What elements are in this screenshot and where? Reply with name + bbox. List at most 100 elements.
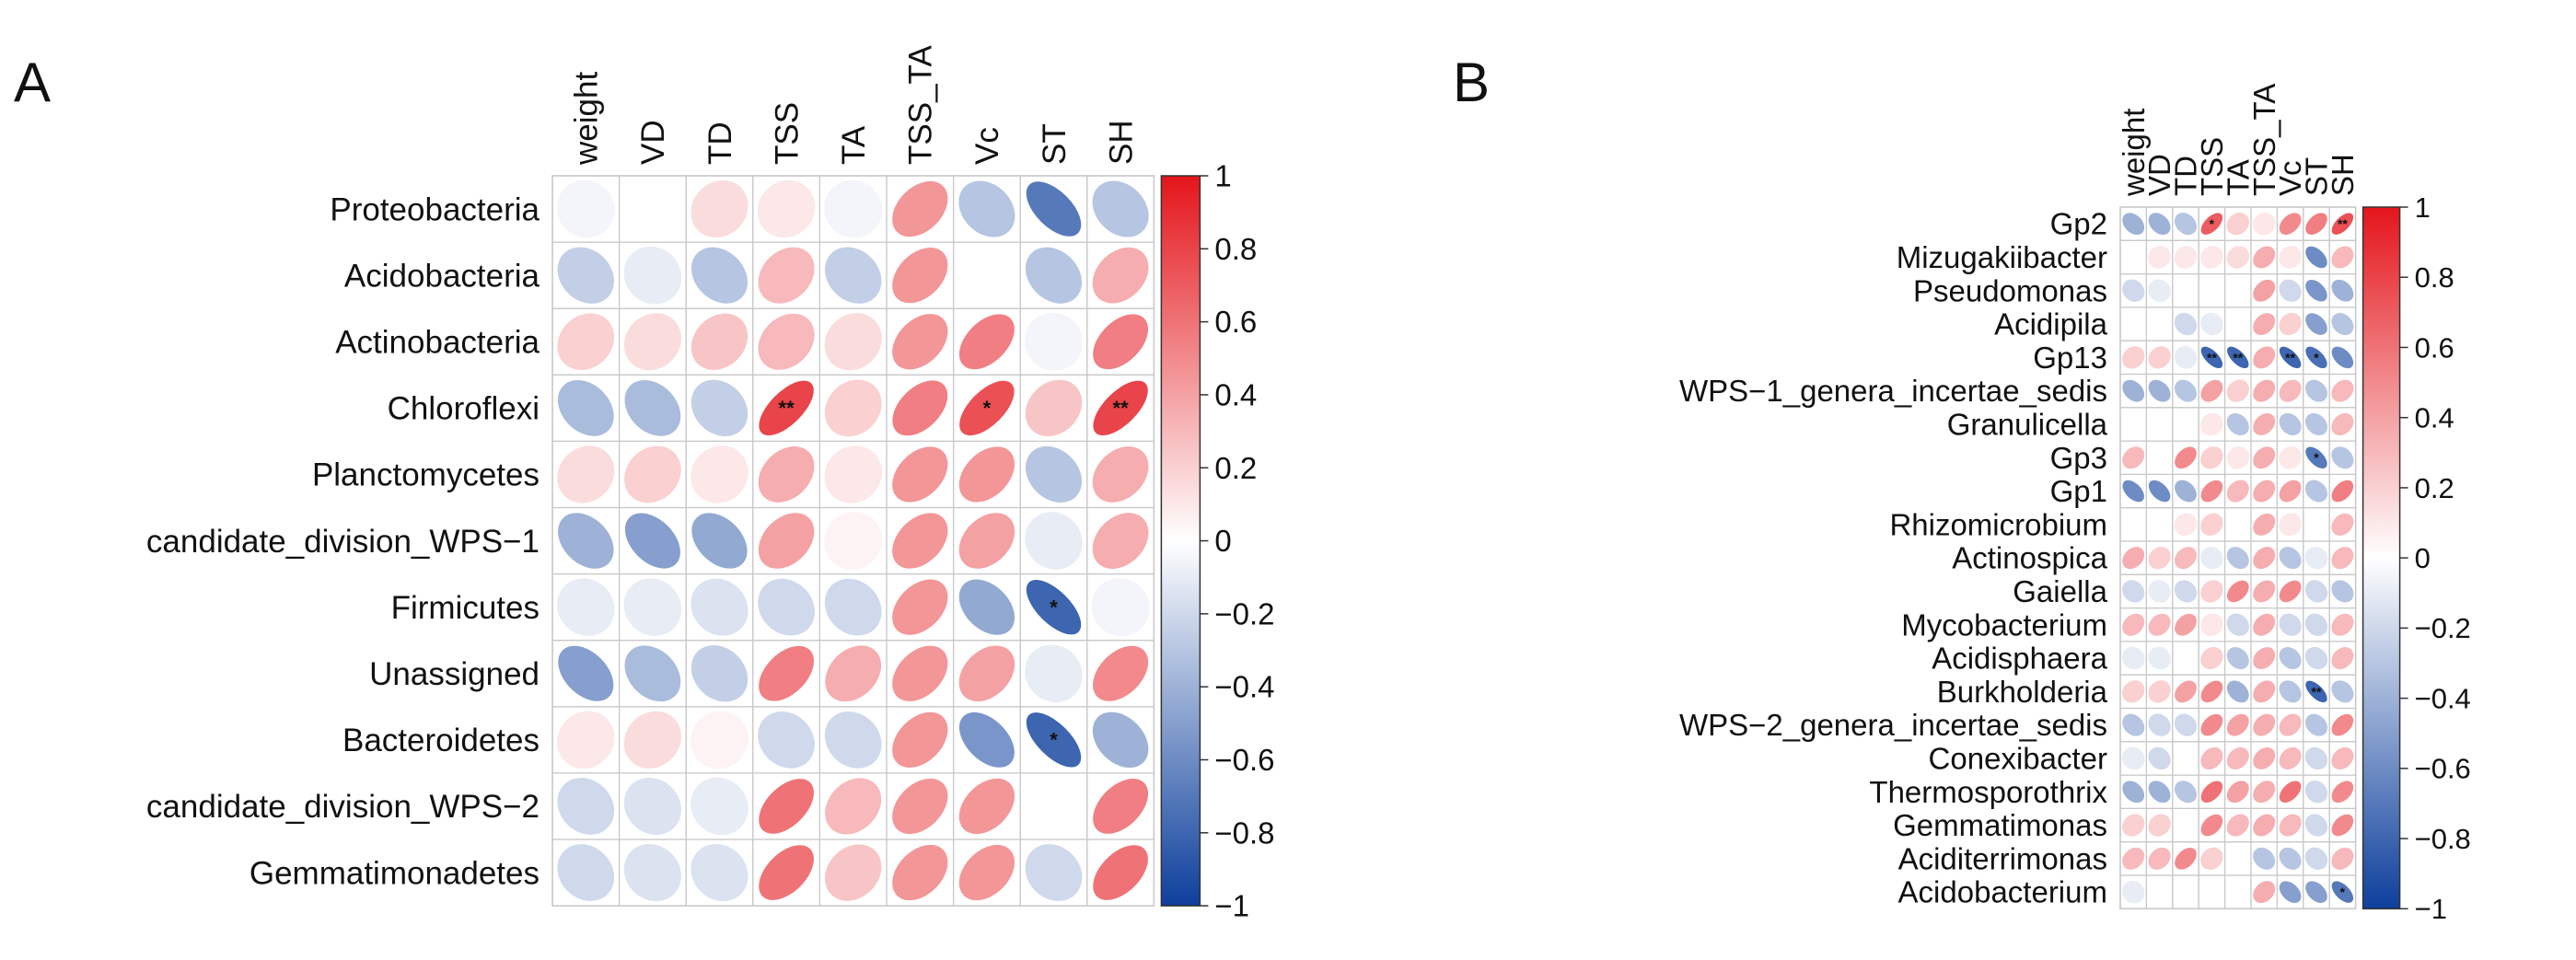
panel-b-ellipse-14-8 bbox=[2304, 646, 2328, 670]
panel-a-ellipse-4-9 bbox=[1093, 380, 1148, 436]
panel-a-colorbar-tick-label: 1 bbox=[1214, 159, 1231, 193]
panel-b-ellipse-18-4 bbox=[2200, 781, 2223, 804]
panel-b-ellipse-3-7 bbox=[2279, 279, 2302, 302]
panel-b-ellipse-8-5 bbox=[2226, 445, 2250, 469]
panel-a-ellipse-5-4 bbox=[758, 446, 815, 503]
panel-a-ellipse-3-7 bbox=[958, 314, 1015, 370]
panel-a-ellipse-6-5 bbox=[824, 512, 883, 571]
panel-a-ellipse-8-2 bbox=[624, 645, 681, 702]
panel-a-ellipse-9-9 bbox=[1092, 711, 1149, 769]
panel-a-ellipse-7-3 bbox=[690, 578, 748, 636]
panel-b-ellipse-4-2 bbox=[2148, 312, 2172, 336]
panel-b-ellipse-1-1 bbox=[2122, 213, 2145, 236]
panel-b-ellipse-21-2 bbox=[2148, 880, 2172, 904]
panel-b-ellipse-8-4 bbox=[2200, 446, 2223, 469]
panel-b-ellipse-5-8 bbox=[2305, 346, 2327, 369]
panel-b-colorbar-tick-label: −0.8 bbox=[2415, 823, 2471, 855]
panel-a-ellipse-7-7 bbox=[958, 579, 1015, 635]
panel-b-ellipse-15-6 bbox=[2253, 680, 2276, 703]
panel-a-row-label: Proteobacteria bbox=[330, 191, 540, 227]
panel-a-ellipse-11-5 bbox=[825, 844, 882, 901]
panel-b-row-label: Gp3 bbox=[2050, 441, 2107, 475]
panel-b-ellipse-12-6 bbox=[2253, 580, 2276, 603]
panel-a-ellipse-7-6 bbox=[892, 579, 948, 635]
panel-a-ellipse-1-9 bbox=[1092, 180, 1149, 237]
panel-a-row-label: candidate_division_WPS−1 bbox=[146, 524, 540, 560]
panel-b-ellipse-19-2 bbox=[2148, 814, 2171, 837]
panel-b-ellipse-3-6 bbox=[2253, 279, 2276, 302]
panel-b-ellipse-14-3 bbox=[2174, 646, 2198, 670]
panel-b-ellipse-18-1 bbox=[2122, 781, 2145, 804]
panel-b-ellipse-15-4 bbox=[2200, 680, 2223, 703]
panel-b-ellipse-20-2 bbox=[2148, 847, 2171, 870]
panel-b-ellipse-12-9 bbox=[2331, 580, 2354, 603]
panel-a-ellipse-8-5 bbox=[825, 645, 882, 702]
panel-a-ellipse-2-1 bbox=[557, 247, 614, 304]
panel-b-ellipse-2-2 bbox=[2148, 246, 2171, 269]
panel-a-ellipse-2-2 bbox=[623, 246, 682, 305]
panel-b-column-label: TD bbox=[2169, 156, 2203, 196]
panel-b-significance-5-7: ** bbox=[2285, 350, 2295, 364]
panel-b-ellipse-7-9 bbox=[2331, 412, 2354, 435]
panel-b-ellipse-6-3 bbox=[2174, 379, 2198, 402]
panel-b-column-label: Vc bbox=[2273, 160, 2307, 196]
panel-a-ellipse-11-4 bbox=[759, 845, 814, 900]
panel-a-ellipse-10-4 bbox=[759, 779, 814, 834]
panel-b-ellipse-5-2 bbox=[2148, 346, 2171, 369]
panel-b-ellipse-3-5 bbox=[2226, 279, 2250, 303]
panel-a-ellipse-8-9 bbox=[1093, 645, 1149, 701]
panel-b-ellipse-8-3 bbox=[2175, 446, 2197, 469]
panel-b-colorbar-tick-label: 0.6 bbox=[2415, 331, 2454, 364]
panel-b-ellipse-10-8 bbox=[2304, 513, 2328, 537]
panel-b-ellipse-10-3 bbox=[2174, 513, 2198, 537]
panel-b-ellipse-1-2 bbox=[2148, 213, 2171, 236]
panel-b-ellipse-17-5 bbox=[2226, 746, 2249, 769]
panel-b-ellipse-5-4 bbox=[2200, 346, 2223, 369]
panel-b-ellipse-13-2 bbox=[2148, 613, 2171, 636]
panel-b-ellipse-5-9 bbox=[2331, 346, 2354, 369]
panel-b-ellipse-19-7 bbox=[2279, 814, 2302, 837]
panel-a-row-label: Actinobacteria bbox=[335, 325, 540, 361]
panel-b-ellipse-16-5 bbox=[2226, 713, 2249, 736]
panel-b-ellipse-20-6 bbox=[2253, 847, 2276, 870]
panel-b-colorbar-tick-label: −0.4 bbox=[2415, 682, 2471, 714]
panel-b-ellipse-14-2 bbox=[2148, 646, 2171, 670]
panel-b-column-label: weight bbox=[2117, 109, 2151, 197]
panel-a-ellipse-9-3 bbox=[690, 711, 748, 769]
panel-b-ellipse-12-5 bbox=[2226, 580, 2249, 603]
panel-b-ellipse-18-9 bbox=[2331, 781, 2354, 804]
panel-a-colorbar-tick-label: −0.2 bbox=[1214, 596, 1274, 630]
panel-a-ellipse-6-1 bbox=[558, 513, 614, 569]
panel-b-ellipse-19-1 bbox=[2122, 814, 2145, 837]
panel-b-ellipse-17-9 bbox=[2331, 746, 2354, 769]
panel-b-ellipse-9-3 bbox=[2175, 480, 2197, 503]
panel-b-row-label: Acidisphaera bbox=[1932, 642, 2107, 676]
panel-a-ellipse-3-3 bbox=[690, 313, 748, 370]
panel-b-ellipse-20-3 bbox=[2175, 848, 2197, 870]
panel-b-ellipse-12-2 bbox=[2148, 580, 2171, 603]
panel-a-ellipse-6-8 bbox=[1025, 512, 1083, 570]
panel-a-ellipse-3-8 bbox=[1025, 312, 1083, 371]
panel-a-column-label: TD bbox=[702, 121, 738, 165]
panel-b-ellipse-8-2 bbox=[2148, 445, 2172, 469]
panel-b-ellipse-3-4 bbox=[2199, 279, 2223, 303]
panel-b-ellipse-9-8 bbox=[2304, 480, 2328, 503]
panel-b-ellipse-13-4 bbox=[2200, 613, 2223, 637]
panel-a-ellipse-5-1 bbox=[557, 445, 615, 503]
panel-a-row-label: Chloroflexi bbox=[388, 391, 540, 427]
panel-b-ellipse-2-3 bbox=[2174, 246, 2198, 269]
panel-b-ellipse-4-6 bbox=[2253, 313, 2276, 336]
panel-b-ellipse-12-7 bbox=[2279, 580, 2302, 603]
panel-b-ellipse-19-8 bbox=[2304, 814, 2328, 837]
panel-a-ellipse-7-9 bbox=[1091, 578, 1150, 637]
panel-a-ellipse-11-9 bbox=[1093, 845, 1148, 900]
panel-b-ellipse-15-1 bbox=[2122, 680, 2145, 703]
panel-b-ellipse-1-7 bbox=[2279, 213, 2302, 235]
panel-a-ellipse-8-7 bbox=[958, 645, 1015, 701]
panel-a-label: A bbox=[14, 52, 51, 113]
panel-b-ellipse-21-7 bbox=[2279, 881, 2302, 903]
panel-b-ellipse-21-8 bbox=[2305, 881, 2327, 903]
panel-b-colorbar-tick-label: 0.8 bbox=[2415, 261, 2454, 294]
panel-a-ellipse-9-5 bbox=[824, 711, 882, 769]
panel-a-ellipse-3-9 bbox=[1093, 314, 1149, 370]
